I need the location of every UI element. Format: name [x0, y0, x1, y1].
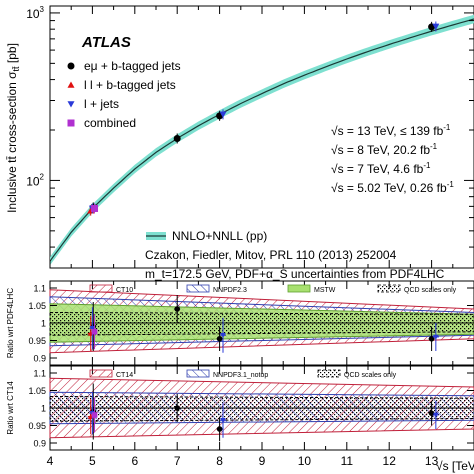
- ratio-point: [216, 335, 223, 342]
- ratio2-legend: CT14 NNPDF3.1_notop QCD scales only: [89, 369, 397, 379]
- y-tick-label: 102: [26, 172, 44, 188]
- ratio-point: [89, 326, 96, 332]
- ratio-y-tick-label: 1.1: [33, 284, 46, 294]
- experiment-label: ATLAS: [81, 34, 131, 51]
- theory-pdf-note: m_t=172.5 GeV, PDF+α_S uncertainties fro…: [145, 267, 445, 281]
- ratio1-y-label: Ratio wrt PDF4LHC: [6, 288, 15, 358]
- ratio-legend-label: NNPDF3.1_notop: [213, 372, 268, 379]
- theory-line: [49, 18, 474, 262]
- x-tick-label: 6: [131, 454, 138, 468]
- energy-label: √s = 13 TeV, ≤ 139 fb-1: [331, 123, 451, 138]
- legend-marker: [67, 119, 75, 127]
- ratio-panel-ct14: 1.1 1.05 1 0.95 0.9 CT14 NNPDF3.1_notop QCD sc…: [6, 365, 474, 451]
- theory-citation: Czakon, Fiedler, Mitov, PRL 110 (2013) 2…: [145, 248, 397, 262]
- legend-marker: [67, 62, 75, 70]
- energy-label: √s = 8 TeV, 20.2 fb-1: [331, 142, 438, 157]
- ratio-point: [433, 412, 439, 418]
- ratio-legend-swatch: [317, 369, 341, 378]
- legend: eμ + b-tagged jets l l + b-tagged jets l +…: [67, 59, 181, 130]
- ratio-point: [216, 426, 223, 432]
- legend-marker: [67, 81, 75, 88]
- legend-marker: [67, 101, 75, 108]
- energy-label: √s = 7 TeV, 4.6 fb-1: [331, 161, 431, 176]
- ratio-point: [433, 334, 439, 340]
- main-y-ticks: 102 103: [26, 5, 474, 269]
- ratio-y-tick-label: 0.9: [33, 439, 46, 449]
- measurement-points: [87, 21, 440, 216]
- x-tick-label: 8: [216, 454, 223, 468]
- x-tick-label: 11: [341, 454, 354, 468]
- energy-label: √s = 5.02 TeV, 0.26 fb-1: [331, 180, 454, 195]
- ratio-legend-label: CT14: [116, 372, 133, 379]
- theory-legend-label: NNLO+NNLL (pp): [172, 229, 267, 243]
- x-tick-label: 7: [174, 454, 181, 468]
- y-label-unit: [pb]: [5, 43, 19, 63]
- theory-curve: [49, 18, 474, 262]
- ratio-legend-swatch: [89, 369, 113, 378]
- x-tick-label: 9: [259, 454, 266, 468]
- ratio-legend-swatch: [186, 369, 210, 378]
- data-point: [432, 23, 440, 30]
- theory-band: [50, 14, 474, 266]
- x-axis: 4 5 6 7 8 9 10 11 12 13: [47, 454, 439, 468]
- ratio-legend-label: NNPDF2.3: [213, 287, 247, 294]
- ratio-y-tick-label: 0.95: [28, 421, 46, 431]
- x-tick-label: 12: [383, 454, 397, 468]
- y-label-text: Inclusive tt̄ cross-section σ: [5, 71, 19, 213]
- ratio-y-tick-label: 1.05: [28, 301, 46, 311]
- legend-label: l + jets: [84, 97, 119, 111]
- ratio1-legend: CT10 NNPDF2.3 MSTW QCD scales only: [89, 284, 457, 294]
- energy-labels: √s = 13 TeV, ≤ 139 fb-1 √s = 8 TeV, 20.2 …: [331, 123, 454, 195]
- y-tick-label: 103: [26, 5, 44, 21]
- x-tick-label: 10: [298, 454, 312, 468]
- ratio-legend-label: QCD scales only: [344, 372, 397, 379]
- ratio-y-tick-label: 1.05: [28, 386, 46, 396]
- main-x-ticks: [49, 6, 474, 268]
- ratio2-y-label: Ratio wrt CT14: [6, 381, 15, 435]
- ratio-legend-swatch: [89, 284, 113, 293]
- ratio-y-tick-label: 0.95: [28, 336, 46, 346]
- ratio-point: [174, 306, 180, 312]
- ratio-y-tick-label: 1: [41, 319, 46, 329]
- ratio-point: [174, 405, 180, 411]
- ratio-legend-label: MSTW: [314, 287, 336, 294]
- x-tick-label: 13: [425, 454, 439, 468]
- ratio-panel-pdf4lhc: 1.1 1.05 1 0.95 0.9 CT10 NNPDF2.3 MSTW QCD scal…: [6, 280, 474, 366]
- qcd-band: [49, 311, 474, 336]
- ratio-legend-swatch: [377, 284, 401, 293]
- ratio-legend-swatch: [186, 284, 210, 293]
- ratio-y-tick-label: 0.9: [33, 354, 46, 364]
- ratio-y-tick-label: 1.1: [33, 369, 46, 379]
- qcd-band: [49, 395, 474, 422]
- legend-label: l l + b-tagged jets: [84, 78, 176, 92]
- x-tick-label: 5: [89, 454, 96, 468]
- ratio-legend-label: QCD scales only: [404, 287, 457, 294]
- main-panel: 102 103 ATLAS eμ + b-tagged jets l l + b-t…: [5, 5, 474, 281]
- ratio-point: [220, 333, 226, 339]
- y-label-sub: tt̄: [11, 66, 21, 72]
- ratio-legend-label: CT10: [116, 287, 133, 294]
- ratio-legend-swatch: [287, 284, 311, 293]
- data-point: [173, 134, 181, 142]
- svg-text:Inclusive tt̄ cross-section σt: Inclusive tt̄ cross-section σtt̄ [pb]: [5, 43, 21, 213]
- main-y-axis-label: Inclusive tt̄ cross-section σtt̄ [pb]: [5, 43, 21, 213]
- data-point: [91, 204, 99, 212]
- legend-label: combined: [84, 116, 136, 130]
- theory-legend: NNLO+NNLL (pp) Czakon, Fiedler, Mitov, P…: [145, 229, 445, 281]
- ratio-y-tick-label: 1: [41, 404, 46, 414]
- legend-label: eμ + b-tagged jets: [84, 59, 181, 73]
- x-axis-label: √s [TeV]: [436, 459, 474, 473]
- theory-uncertainty-band: [50, 14, 474, 266]
- ratio-point: [220, 418, 226, 424]
- x-tick-label: 4: [47, 454, 54, 468]
- ratio-point: [91, 412, 98, 418]
- data-point: [219, 111, 227, 118]
- ratio-point: [91, 328, 98, 335]
